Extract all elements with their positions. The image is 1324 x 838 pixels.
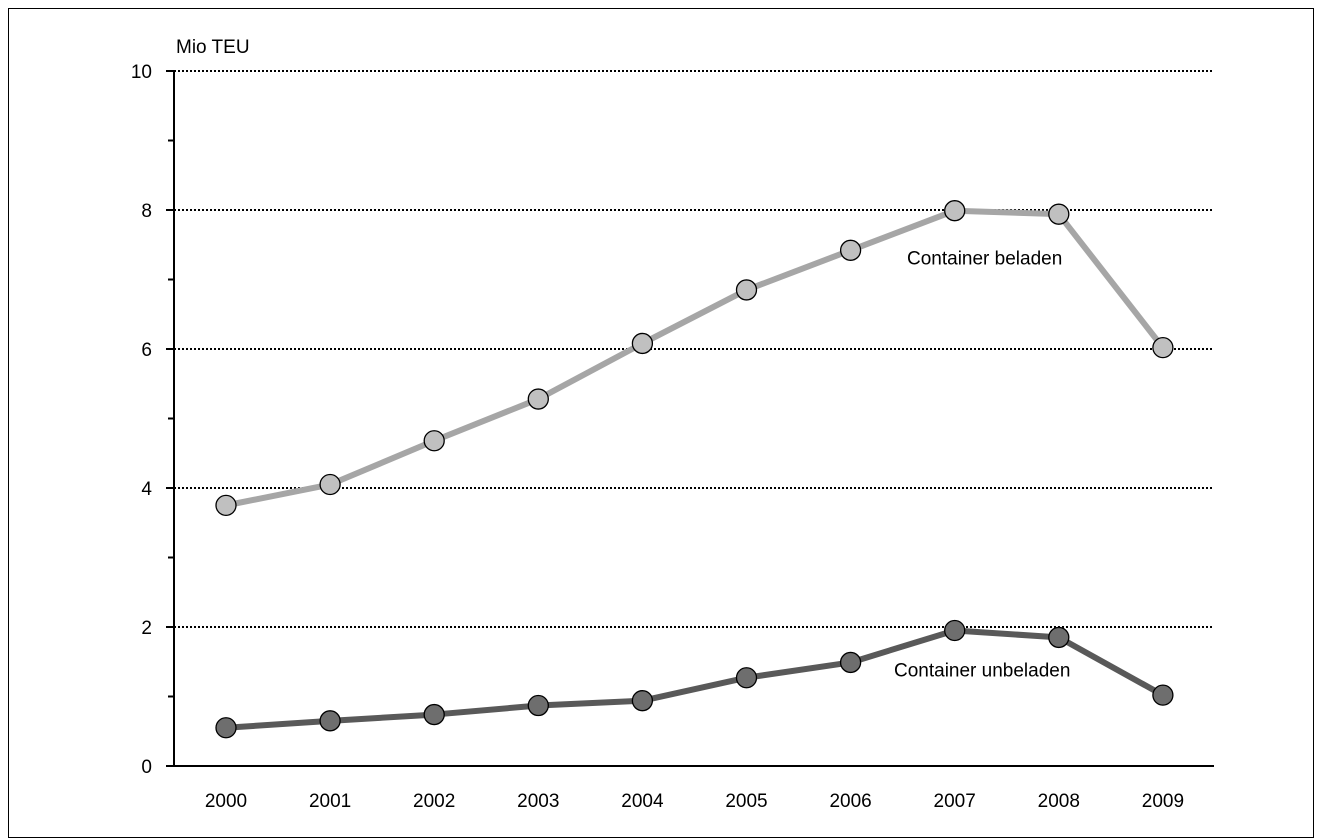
data-point [839,651,862,674]
data-point [215,494,237,517]
series-line [225,207,1166,509]
data-point [423,430,445,452]
series-line [225,627,1165,731]
y-tick-label: 10 [131,62,152,83]
y-ticks: 0 2 4 6 8 10 [131,62,174,778]
gridlines [174,70,1214,628]
series-group [215,200,1174,739]
data-point [1152,684,1174,706]
data-point [735,279,758,301]
series-1 [215,200,1174,517]
y-tick-label: 2 [141,618,152,639]
x-tick-label: 2000 [205,791,247,812]
x-tick-label: 2003 [517,791,559,812]
x-tick-label: 2004 [621,791,664,812]
y-axis-unit-label: Mio TEU [176,37,250,58]
series-label: Container beladen [907,248,1062,269]
y-tick-label: 8 [141,201,152,222]
data-point [215,717,237,739]
data-point [631,332,654,355]
data-point [319,710,341,732]
data-point [423,703,445,726]
series-label: Container unbeladen [894,660,1070,681]
y-tick-label: 0 [141,757,152,778]
data-point [944,200,966,222]
x-tick-label: 2002 [413,791,455,812]
x-tick-label: 2005 [725,791,767,812]
x-tick-label: 2007 [934,791,976,812]
x-tick-label: 2006 [829,791,871,812]
chart-frame [8,8,1314,838]
series-labels: Container beladen Container unbeladen [894,248,1070,681]
data-point [319,473,341,496]
data-point [839,239,862,261]
data-point [944,619,966,642]
x-tick-label: 2001 [309,791,351,812]
data-point [527,388,549,410]
data-point [631,690,654,712]
x-tick-label: 2009 [1142,791,1184,812]
data-point [527,694,549,717]
data-point [1048,626,1070,649]
x-tick-label: 2008 [1038,791,1080,812]
y-tick-label: 4 [141,479,152,500]
y-tick-label: 6 [141,340,152,361]
data-point [735,667,758,689]
series-2 [215,619,1174,739]
x-ticks: 2000 2001 2002 2003 2004 2005 2006 2007 2008 2009 [205,791,1184,812]
data-point [1048,203,1070,225]
data-point [1152,336,1174,359]
